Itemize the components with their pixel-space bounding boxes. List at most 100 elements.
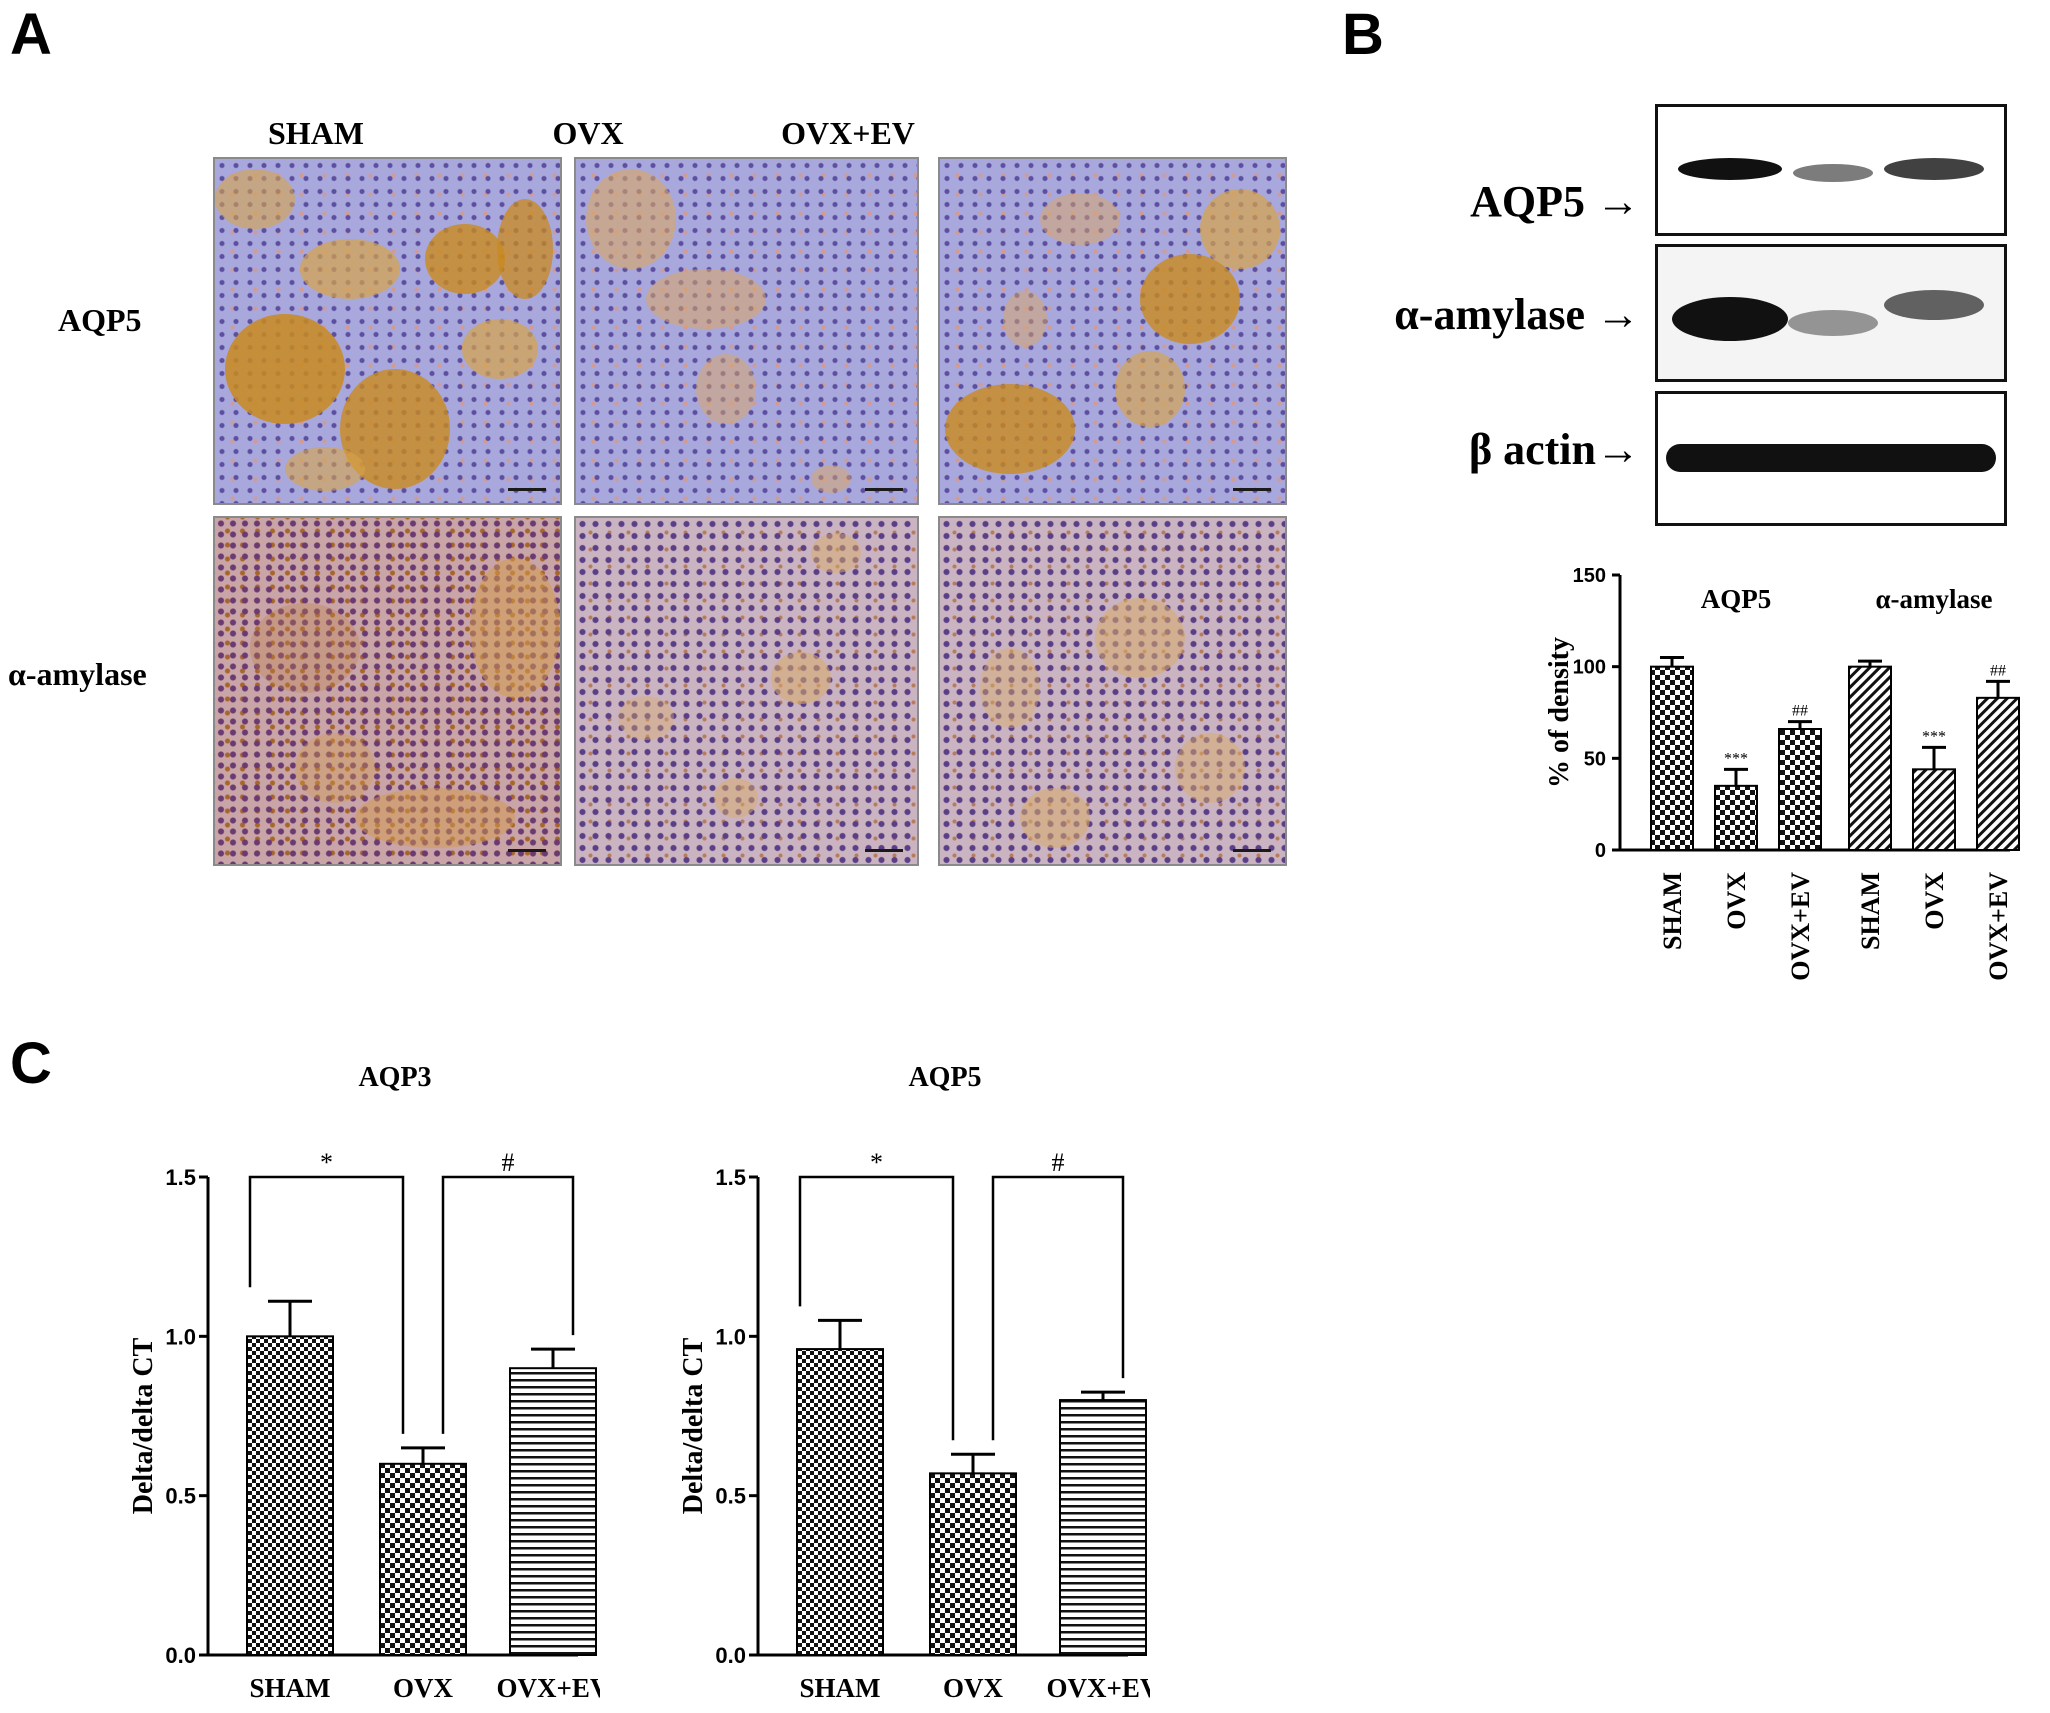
bar: [1714, 784, 1758, 851]
y-tick-label: 150: [1573, 565, 1606, 587]
bar: [1059, 1399, 1147, 1657]
bar: [1778, 728, 1822, 851]
x-tick-label: SHAM: [1658, 872, 1687, 950]
blot-bands: [1678, 158, 1984, 182]
band-ovx-ev: [1884, 290, 1984, 320]
significance-label: #: [502, 1148, 515, 1177]
scale-bar: [1233, 849, 1271, 852]
ihc-image-aqp5-sham: [213, 157, 562, 505]
blot-label-beta-actin: β actin→: [1468, 425, 1640, 474]
blot-bands: [1672, 290, 1984, 341]
ihc-column-label-sham: SHAM: [268, 115, 364, 151]
bar: [379, 1462, 467, 1656]
blot-bands: [1666, 444, 1996, 472]
x-tick-label: OVX+EV: [1047, 1673, 1150, 1703]
ihc-image-amylase-ovx: [574, 516, 919, 866]
scale-bar: [865, 849, 903, 852]
ihc-column-label-ovx-ev: OVX+EV: [781, 115, 915, 151]
x-tick-label: SHAM: [800, 1673, 881, 1703]
bar: [796, 1348, 884, 1656]
x-tick-label: OVX: [1722, 872, 1751, 930]
ihc-row-label-amylase: α-amylase: [8, 656, 147, 692]
scale-bar: [508, 488, 546, 491]
band-ovx: [1788, 310, 1878, 336]
significance-bracket: [991, 1175, 1125, 1441]
scale-bar: [1233, 488, 1271, 491]
chart-density: 0 50 100 150 % of density SHAM *** OVX ## OVX+EV S…: [1544, 565, 2020, 981]
x-tick-label: SHAM: [250, 1673, 331, 1703]
ihc-column-label-ovx: OVX: [552, 115, 624, 151]
significance-label: ***: [1724, 750, 1748, 767]
group-label: AQP5: [1701, 584, 1772, 614]
western-blot-amylase: [1655, 244, 2007, 382]
y-tick-label: 0.0: [715, 1643, 746, 1668]
chart-title: AQP5: [908, 1062, 981, 1093]
y-axis-label: Delta/delta CT: [128, 1337, 159, 1514]
panel-letter-c: C: [10, 1031, 52, 1096]
blot-label-amylase: α-amylase →: [1394, 290, 1640, 339]
ihc-row-label-aqp5: AQP5: [58, 302, 142, 338]
ihc-image-aqp5-ovx-ev: [938, 157, 1287, 505]
ihc-stain-overlay: [586, 169, 851, 493]
y-tick-label: 1.0: [165, 1324, 196, 1349]
significance-bracket: [441, 1175, 575, 1434]
significance-bracket: [798, 1175, 955, 1441]
significance-label: *: [870, 1148, 883, 1177]
significance-label: ***: [1922, 728, 1946, 745]
bar: [509, 1367, 597, 1656]
x-tick-label: OVX+EV: [497, 1673, 600, 1703]
y-tick-label: 50: [1584, 748, 1606, 770]
y-tick-label: 100: [1573, 657, 1606, 679]
western-blot-aqp5: [1655, 104, 2007, 236]
blot-label-aqp5: AQP5 →: [1470, 177, 1640, 226]
ihc-stain-overlay: [945, 189, 1280, 474]
band-row: [1666, 444, 1996, 472]
ihc-stain-overlay: [250, 558, 560, 848]
significance-label: *: [320, 1148, 333, 1177]
ihc-stain-overlay: [215, 169, 553, 491]
y-tick-label: 0.5: [165, 1484, 196, 1509]
y-tick-label: 0.0: [165, 1643, 196, 1668]
scale-bar: [865, 488, 903, 491]
ihc-image-amylase-sham: [213, 516, 562, 866]
bar: [1976, 696, 2020, 851]
y-axis-label: Delta/delta CT: [678, 1337, 709, 1514]
y-tick-label: 0.5: [715, 1484, 746, 1509]
significance-label: #: [1052, 1148, 1065, 1177]
x-tick-label: OVX+EV: [1984, 872, 2013, 981]
y-axis-label: % of density: [1544, 637, 1575, 788]
significance-label: ##: [1990, 662, 2006, 679]
panel-letter-a: A: [10, 2, 52, 67]
x-tick-label: SHAM: [1856, 872, 1885, 950]
scale-bar: [508, 849, 546, 852]
western-blot-beta-actin: [1655, 391, 2007, 526]
x-tick-label: OVX: [1920, 872, 1949, 930]
chart-aqp3: AQP3 0.0 0.5 1.0 1.5 Delta/delta CT SHAM OVX OVX…: [128, 1062, 600, 1703]
y-tick-label: 0: [1595, 840, 1606, 862]
band-ovx-ev: [1884, 158, 1984, 180]
group-label: α-amylase: [1875, 584, 1992, 614]
band-sham: [1672, 297, 1788, 341]
ihc-stain-overlay: [618, 533, 861, 818]
ihc-image-amylase-ovx-ev: [938, 516, 1287, 866]
y-tick-label: 1.5: [715, 1165, 746, 1190]
bar: [1912, 768, 1956, 851]
significance-bracket: [248, 1175, 405, 1434]
significance-label: ##: [1792, 703, 1808, 720]
y-tick-label: 1.0: [715, 1324, 746, 1349]
panel-letter-b: B: [1342, 2, 1384, 67]
bar: [1650, 665, 1694, 851]
bar: [1848, 665, 1892, 851]
chart-title: AQP3: [358, 1062, 431, 1093]
ihc-stain-overlay: [980, 598, 1245, 848]
y-tick-label: 1.5: [165, 1165, 196, 1190]
bar: [929, 1472, 1017, 1656]
x-tick-label: OVX: [393, 1673, 454, 1703]
x-tick-label: OVX: [943, 1673, 1004, 1703]
chart-aqp5: AQP5 0.0 0.5 1.0 1.5 Delta/delta CT SHAM OVX OVX…: [678, 1062, 1150, 1703]
band-ovx: [1793, 164, 1873, 182]
x-tick-label: OVX+EV: [1786, 872, 1815, 981]
band-sham: [1678, 158, 1782, 180]
ihc-image-aqp5-ovx: [574, 157, 919, 505]
